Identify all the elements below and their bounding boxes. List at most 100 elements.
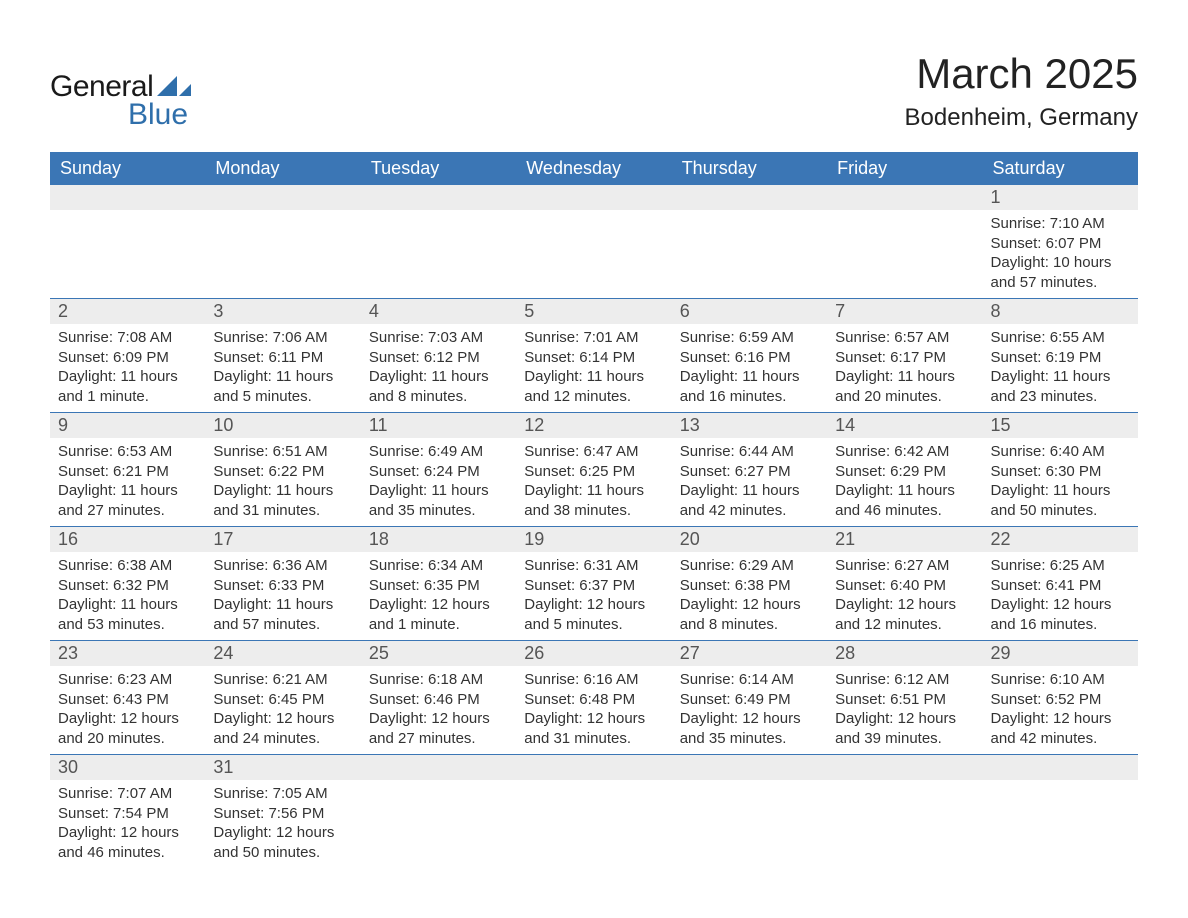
daylight2-text: and 8 minutes. bbox=[680, 615, 819, 635]
daylight1-text: Daylight: 12 hours bbox=[991, 595, 1130, 615]
sunset-text: Sunset: 6:30 PM bbox=[991, 462, 1130, 482]
day-cell: Sunrise: 6:57 AMSunset: 6:17 PMDaylight:… bbox=[827, 324, 982, 412]
daylight2-text: and 53 minutes. bbox=[58, 615, 197, 635]
calendar-body: 1Sunrise: 7:10 AMSunset: 6:07 PMDaylight… bbox=[50, 185, 1138, 868]
daylight1-text: Daylight: 10 hours bbox=[991, 253, 1130, 273]
sunrise-text: Sunrise: 6:29 AM bbox=[680, 556, 819, 576]
day-cell bbox=[672, 780, 827, 868]
sunrise-text: Sunrise: 7:10 AM bbox=[991, 214, 1130, 234]
day-cell: Sunrise: 6:18 AMSunset: 6:46 PMDaylight:… bbox=[361, 666, 516, 754]
day-number bbox=[205, 185, 360, 210]
sunset-text: Sunset: 6:22 PM bbox=[213, 462, 352, 482]
dow-cell: Friday bbox=[827, 152, 982, 185]
daylight2-text: and 35 minutes. bbox=[680, 729, 819, 749]
daylight1-text: Daylight: 11 hours bbox=[58, 595, 197, 615]
day-cell: Sunrise: 6:29 AMSunset: 6:38 PMDaylight:… bbox=[672, 552, 827, 640]
day-cell: Sunrise: 7:05 AMSunset: 7:56 PMDaylight:… bbox=[205, 780, 360, 868]
day-number: 3 bbox=[205, 299, 360, 324]
sunrise-text: Sunrise: 6:57 AM bbox=[835, 328, 974, 348]
sunrise-text: Sunrise: 7:03 AM bbox=[369, 328, 508, 348]
day-cell bbox=[516, 780, 671, 868]
daylight2-text: and 27 minutes. bbox=[58, 501, 197, 521]
daylight1-text: Daylight: 12 hours bbox=[58, 823, 197, 843]
sunset-text: Sunset: 7:56 PM bbox=[213, 804, 352, 824]
title-block: March 2025 Bodenheim, Germany bbox=[905, 50, 1138, 132]
day-number bbox=[983, 755, 1138, 780]
location: Bodenheim, Germany bbox=[905, 104, 1138, 132]
dow-cell: Monday bbox=[205, 152, 360, 185]
day-number: 30 bbox=[50, 755, 205, 780]
day-cell: Sunrise: 6:51 AMSunset: 6:22 PMDaylight:… bbox=[205, 438, 360, 526]
day-cell bbox=[983, 780, 1138, 868]
sunrise-text: Sunrise: 6:42 AM bbox=[835, 442, 974, 462]
dow-cell: Thursday bbox=[672, 152, 827, 185]
daynum-row: 23242526272829 bbox=[50, 640, 1138, 666]
daylight2-text: and 42 minutes. bbox=[991, 729, 1130, 749]
month-title: March 2025 bbox=[905, 50, 1138, 98]
sunset-text: Sunset: 6:38 PM bbox=[680, 576, 819, 596]
week-row: Sunrise: 7:08 AMSunset: 6:09 PMDaylight:… bbox=[50, 324, 1138, 412]
sunrise-text: Sunrise: 6:40 AM bbox=[991, 442, 1130, 462]
sunset-text: Sunset: 6:40 PM bbox=[835, 576, 974, 596]
logo-word2: Blue bbox=[128, 98, 188, 132]
day-number: 19 bbox=[516, 527, 671, 552]
sunset-text: Sunset: 6:25 PM bbox=[524, 462, 663, 482]
sunset-text: Sunset: 6:27 PM bbox=[680, 462, 819, 482]
sunrise-text: Sunrise: 6:47 AM bbox=[524, 442, 663, 462]
day-cell bbox=[50, 210, 205, 298]
day-cell: Sunrise: 6:59 AMSunset: 6:16 PMDaylight:… bbox=[672, 324, 827, 412]
daylight2-text: and 1 minute. bbox=[369, 615, 508, 635]
daylight1-text: Daylight: 12 hours bbox=[835, 595, 974, 615]
sunrise-text: Sunrise: 6:44 AM bbox=[680, 442, 819, 462]
day-cell bbox=[361, 780, 516, 868]
day-cell: Sunrise: 6:23 AMSunset: 6:43 PMDaylight:… bbox=[50, 666, 205, 754]
day-cell: Sunrise: 6:47 AMSunset: 6:25 PMDaylight:… bbox=[516, 438, 671, 526]
dow-cell: Saturday bbox=[983, 152, 1138, 185]
daylight2-text: and 12 minutes. bbox=[835, 615, 974, 635]
sunset-text: Sunset: 6:37 PM bbox=[524, 576, 663, 596]
week-row: Sunrise: 7:10 AMSunset: 6:07 PMDaylight:… bbox=[50, 210, 1138, 298]
sunset-text: Sunset: 6:07 PM bbox=[991, 234, 1130, 254]
day-cell bbox=[827, 210, 982, 298]
sunset-text: Sunset: 6:14 PM bbox=[524, 348, 663, 368]
day-number bbox=[672, 185, 827, 210]
daylight1-text: Daylight: 12 hours bbox=[369, 595, 508, 615]
daynum-row: 16171819202122 bbox=[50, 526, 1138, 552]
dow-cell: Sunday bbox=[50, 152, 205, 185]
day-number: 10 bbox=[205, 413, 360, 438]
day-cell: Sunrise: 6:44 AMSunset: 6:27 PMDaylight:… bbox=[672, 438, 827, 526]
daylight1-text: Daylight: 11 hours bbox=[213, 367, 352, 387]
day-number: 8 bbox=[983, 299, 1138, 324]
daylight2-text: and 35 minutes. bbox=[369, 501, 508, 521]
day-number: 21 bbox=[827, 527, 982, 552]
day-number: 20 bbox=[672, 527, 827, 552]
sunrise-text: Sunrise: 6:16 AM bbox=[524, 670, 663, 690]
week-row: Sunrise: 6:53 AMSunset: 6:21 PMDaylight:… bbox=[50, 438, 1138, 526]
daylight1-text: Daylight: 11 hours bbox=[58, 481, 197, 501]
day-number: 13 bbox=[672, 413, 827, 438]
day-number bbox=[361, 755, 516, 780]
sunset-text: Sunset: 6:17 PM bbox=[835, 348, 974, 368]
dow-cell: Tuesday bbox=[361, 152, 516, 185]
daylight2-text: and 23 minutes. bbox=[991, 387, 1130, 407]
daylight2-text: and 5 minutes. bbox=[213, 387, 352, 407]
sunset-text: Sunset: 6:12 PM bbox=[369, 348, 508, 368]
sunrise-text: Sunrise: 6:49 AM bbox=[369, 442, 508, 462]
day-number: 18 bbox=[361, 527, 516, 552]
sunrise-text: Sunrise: 6:36 AM bbox=[213, 556, 352, 576]
sunset-text: Sunset: 6:35 PM bbox=[369, 576, 508, 596]
daylight2-text: and 39 minutes. bbox=[835, 729, 974, 749]
day-cell: Sunrise: 6:12 AMSunset: 6:51 PMDaylight:… bbox=[827, 666, 982, 754]
day-number: 12 bbox=[516, 413, 671, 438]
sunrise-text: Sunrise: 6:34 AM bbox=[369, 556, 508, 576]
sunset-text: Sunset: 6:11 PM bbox=[213, 348, 352, 368]
sunset-text: Sunset: 6:41 PM bbox=[991, 576, 1130, 596]
day-cell: Sunrise: 6:49 AMSunset: 6:24 PMDaylight:… bbox=[361, 438, 516, 526]
sunset-text: Sunset: 6:16 PM bbox=[680, 348, 819, 368]
day-cell: Sunrise: 6:53 AMSunset: 6:21 PMDaylight:… bbox=[50, 438, 205, 526]
day-number: 28 bbox=[827, 641, 982, 666]
sunset-text: Sunset: 6:19 PM bbox=[991, 348, 1130, 368]
day-number: 27 bbox=[672, 641, 827, 666]
sunrise-text: Sunrise: 6:25 AM bbox=[991, 556, 1130, 576]
daylight2-text: and 31 minutes. bbox=[524, 729, 663, 749]
